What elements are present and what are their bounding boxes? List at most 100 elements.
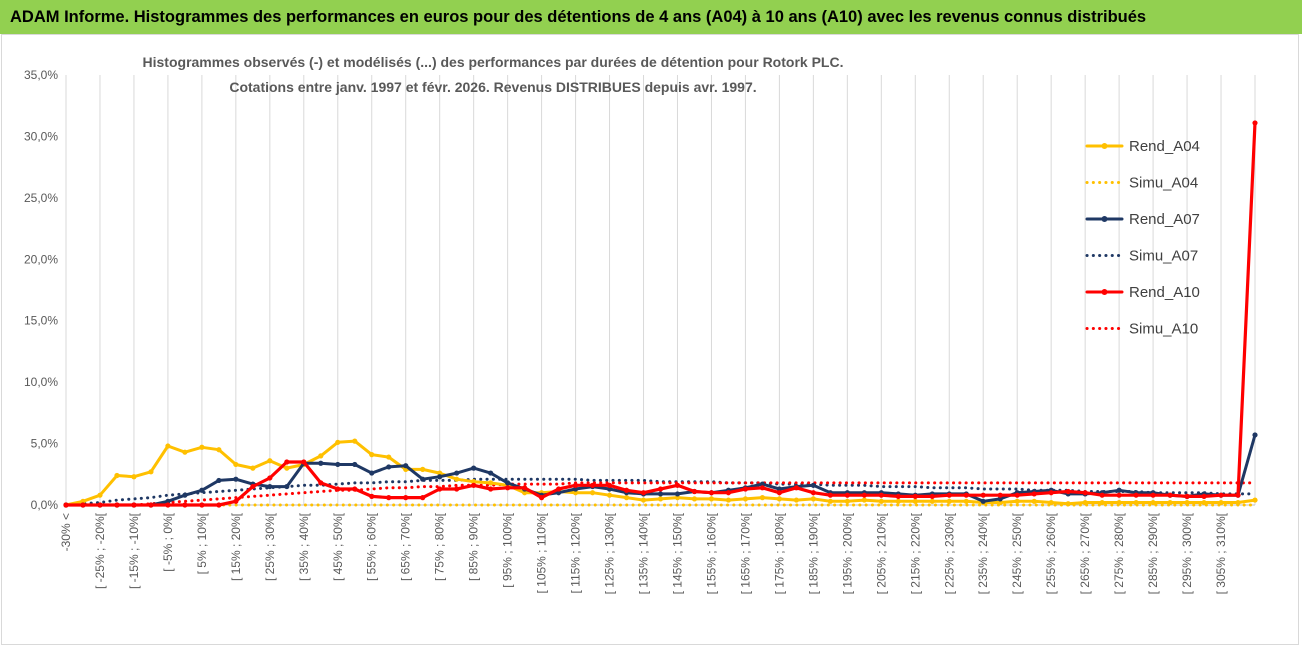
legend-marker	[1101, 216, 1108, 222]
data-point-rend-a04	[606, 492, 613, 498]
data-point-rend-a04	[861, 497, 867, 503]
data-point-rend-a10	[420, 495, 426, 501]
data-point-rend-a10	[1116, 492, 1122, 498]
data-point-rend-a10	[250, 483, 256, 490]
series-line-rend-a10	[64, 121, 1257, 507]
data-point-rend-a04	[1099, 499, 1105, 506]
data-point-rend-a04	[1184, 499, 1190, 506]
x-tick-label: [ 245% ; 250%[	[1010, 512, 1024, 594]
legend-marker	[1101, 289, 1108, 295]
data-point-rend-a10	[1184, 493, 1190, 499]
data-point-rend-a10	[572, 482, 579, 488]
x-tick-label: [ 95% ; 100%[	[501, 512, 515, 587]
data-point-rend-a04	[335, 439, 341, 445]
data-point-rend-a07	[1116, 487, 1122, 493]
y-tick-label: 10,0%	[24, 375, 58, 389]
data-point-rend-a10	[708, 490, 715, 496]
data-point-rend-a10	[1065, 488, 1071, 495]
data-point-rend-a04	[1082, 499, 1088, 506]
data-point-rend-a04	[1116, 499, 1122, 506]
data-point-rend-a10	[963, 492, 969, 498]
data-point-rend-a10	[725, 490, 732, 496]
data-point-rend-a04	[912, 498, 918, 504]
y-tick-label: 0,0%	[31, 498, 59, 512]
x-tick-label: [ 75% ; 80%[	[433, 512, 447, 581]
data-point-rend-a10	[148, 502, 154, 508]
data-point-rend-a04	[691, 496, 698, 502]
data-point-rend-a04	[80, 498, 86, 504]
data-point-rend-a07	[199, 487, 205, 493]
data-point-rend-a04	[369, 452, 375, 458]
data-point-rend-a10	[284, 459, 290, 465]
x-tick-label: -30% <	[59, 513, 73, 551]
x-tick-label: [ 225% ; 230%[	[942, 512, 956, 594]
x-tick-label: [ 205% ; 210%[	[874, 512, 888, 594]
x-tick-label: [ 135% ; 140%[	[637, 512, 651, 594]
data-point-rend-a04	[1133, 499, 1139, 506]
data-point-rend-a04	[1218, 499, 1224, 506]
data-point-rend-a04	[1235, 499, 1241, 506]
data-point-rend-a07	[488, 470, 494, 476]
x-tick-label: [ -15% ; -10%[	[127, 512, 141, 589]
data-point-rend-a10	[810, 490, 816, 496]
data-point-rend-a04	[589, 490, 596, 496]
data-point-rend-a10	[80, 502, 86, 508]
legend-item-simu-a07: Simu_A07	[1085, 248, 1198, 265]
data-point-rend-a04	[454, 476, 460, 482]
x-tick-label: [ 285% ; 290%[	[1146, 512, 1160, 594]
y-tick-label: 20,0%	[24, 252, 58, 266]
data-point-rend-a10	[589, 482, 596, 488]
data-point-rend-a10	[539, 495, 545, 501]
data-point-rend-a04	[640, 497, 647, 503]
data-point-rend-a04	[1014, 498, 1020, 504]
data-point-rend-a04	[810, 496, 816, 502]
legend-item-simu-a04: Simu_A04	[1085, 175, 1198, 192]
x-tick-label: [ 115% ; 120%[	[569, 512, 583, 593]
data-point-rend-a10	[505, 485, 511, 491]
data-point-rend-a07	[657, 491, 664, 497]
data-point-rend-a07	[980, 498, 986, 504]
data-point-rend-a04	[929, 498, 935, 504]
data-point-rend-a04	[199, 444, 205, 450]
chart-frame: Histogrammes observés (-) et modélisés (…	[1, 34, 1299, 645]
data-point-rend-a10	[471, 482, 477, 488]
data-point-rend-a10	[980, 492, 986, 498]
data-point-rend-a07	[810, 482, 816, 488]
data-point-rend-a04	[997, 499, 1003, 506]
data-point-rend-a10	[827, 492, 833, 498]
x-tick-label: [ 195% ; 200%[	[840, 512, 854, 594]
x-tick-label: [ 45% ; 50%[	[331, 512, 345, 581]
data-point-rend-a07	[386, 464, 392, 470]
legend-label: Simu_A10	[1129, 321, 1198, 338]
data-point-rend-a10	[1082, 490, 1088, 496]
data-point-rend-a10	[403, 495, 409, 501]
data-point-rend-a07	[759, 481, 766, 487]
data-point-rend-a07	[267, 483, 273, 490]
data-point-rend-a07	[284, 483, 290, 490]
data-point-rend-a07	[352, 461, 358, 468]
legend-label: Rend_A04	[1129, 138, 1200, 155]
data-point-rend-a04	[318, 453, 324, 459]
data-point-rend-a10	[793, 485, 799, 491]
x-tick-label: [ 35% ; 40%[	[297, 512, 311, 581]
data-point-rend-a10	[742, 486, 749, 492]
x-tick-labels: -30% < [ -25% ; -20%[[ -15% ; -10%[[ -5% …	[59, 512, 1228, 594]
x-tick-label: [ 295% ; 300%[	[1180, 512, 1194, 594]
legend-label: Simu_A07	[1129, 248, 1198, 265]
data-point-rend-a07	[420, 476, 426, 482]
data-point-rend-a04	[827, 498, 833, 504]
y-tick-label: 15,0%	[24, 314, 58, 328]
data-point-rend-a07	[471, 465, 477, 471]
data-point-rend-a10	[1252, 120, 1258, 126]
data-point-rend-a04	[776, 496, 783, 502]
data-point-rend-a10	[1201, 493, 1207, 499]
data-point-rend-a10	[997, 492, 1003, 498]
series-lines	[63, 120, 1258, 508]
data-point-rend-a07	[335, 461, 341, 468]
data-point-rend-a10	[1048, 490, 1054, 496]
data-point-rend-a04	[793, 497, 799, 503]
data-point-rend-a04	[1201, 499, 1207, 506]
data-point-rend-a04	[522, 490, 528, 496]
data-point-rend-a04	[250, 465, 256, 471]
data-point-rend-a04	[623, 495, 630, 501]
